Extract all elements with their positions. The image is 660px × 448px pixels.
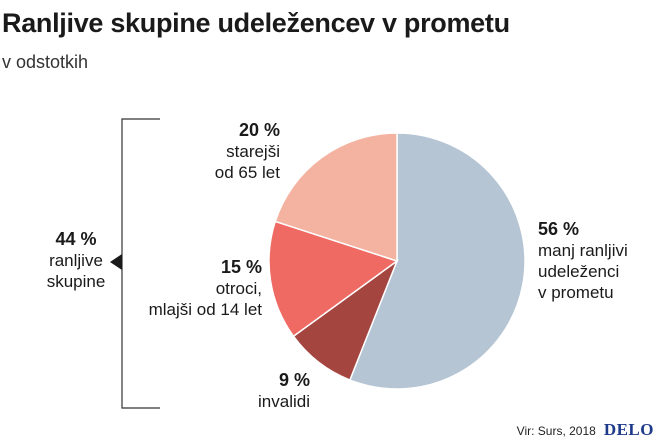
slice-text: otroci, mlajši od 14 let — [148, 279, 262, 319]
slice-label-invalidi: 9 % invalidi — [200, 370, 310, 412]
pie-slices — [268, 132, 526, 390]
slice-label-starejsi: 20 % starejši od 65 let — [170, 120, 280, 183]
slice-text: invalidi — [258, 392, 310, 411]
group-label: 44 % ranljive skupine — [32, 229, 120, 292]
slice-value: 9 % — [278, 370, 310, 390]
slice-text: manj ranljivi udeleženci v prometu — [538, 241, 628, 302]
slice-value: 20 % — [238, 120, 280, 140]
pie-slice-manj-ranljivi — [348, 132, 526, 390]
pie-slice-starejsi — [274, 132, 398, 263]
source-note: Vir: Surs, 2018 — [516, 424, 596, 438]
slice-label-otroci: 15 % otroci, mlajši od 14 let — [115, 257, 262, 320]
group-text: ranljive skupine — [46, 251, 106, 291]
pie-slice-otroci — [268, 220, 399, 338]
bracket-arrow-icon — [110, 254, 122, 270]
chart-subtitle: v odstotkih — [2, 52, 89, 72]
chart-title: Ranljive skupine udeležencev v prometu — [2, 8, 510, 38]
slice-value: 15 % — [220, 257, 262, 277]
footer: Vir: Surs, 2018 DELO — [517, 420, 654, 440]
group-value: 44 % — [55, 229, 97, 249]
delo-logo: DELO — [603, 420, 654, 439]
slice-text: starejši od 65 let — [214, 142, 280, 182]
slice-value: 56 % — [538, 219, 580, 239]
slice-label-manj-ranljivi: 56 % manj ranljivi udeleženci v prometu — [538, 219, 658, 303]
